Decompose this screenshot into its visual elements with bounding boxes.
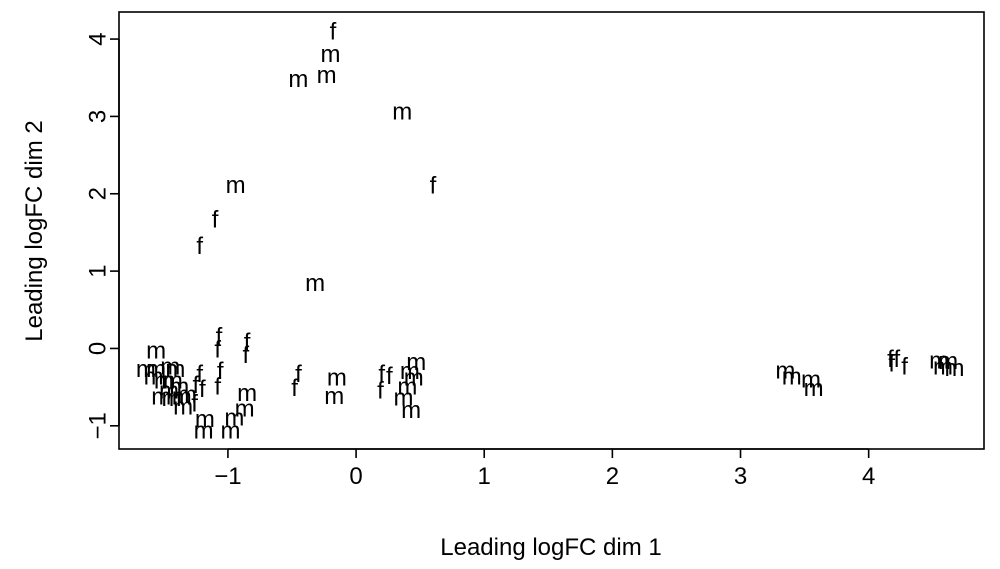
data-point-m: m [317,62,337,89]
y-tick-label: 3 [84,110,111,123]
data-point-m: m [400,358,420,385]
x-tick-label: 0 [349,463,362,490]
data-point-f: f [217,358,224,385]
data-point-m: m [401,397,421,424]
x-axis: −1 0 1 2 3 4 [214,448,875,490]
data-point-m: m [154,367,174,394]
data-point-m: m [801,367,821,394]
data-point-f: f [888,350,895,377]
y-tick-label: 2 [84,187,111,200]
x-tick-label: 3 [734,463,747,490]
data-point-m: m [159,377,179,404]
y-axis: −1 0 1 2 3 4 [84,32,120,439]
data-point-m: m [406,349,426,376]
y-axis-title: Leading logFC dim 2 [21,120,48,341]
data-point-m: m [172,384,192,411]
data-point-m: m [327,364,347,391]
data-point-m: m [305,270,325,297]
y-tick-label: 1 [84,264,111,277]
data-point-m: m [226,172,246,199]
data-point-f: f [887,346,894,373]
data-point-f: f [243,342,250,369]
data-point-m: m [136,356,156,383]
data-point-m: m [169,374,189,401]
data-point-f: f [214,374,221,401]
data-point-m: m [397,374,417,401]
y-tick-label: −1 [84,412,111,439]
data-point-m: m [938,348,958,375]
data-point-f: f [430,173,437,200]
data-point-m: m [933,354,953,381]
data-point-f: f [196,361,203,388]
data-point-m: m [195,406,215,433]
data-point-m: m [194,418,214,445]
data-point-m: m [146,337,166,364]
data-point-m: m [393,384,413,411]
data-point-f: f [244,329,251,356]
data-point-f: f [378,361,385,388]
data-point-m: m [237,380,257,407]
data-point-m: m [162,385,182,412]
data-point-f: f [330,19,337,46]
data-point-m: m [392,98,412,125]
data-point-f: f [295,361,302,388]
data-point-f: f [193,372,200,399]
x-tick-label: 4 [862,463,875,490]
data-point-f: f [196,233,203,260]
data-point-m: m [945,355,965,382]
data-point-f: f [386,363,393,390]
data-point-f: f [216,323,223,350]
y-tick-label: 4 [84,32,111,45]
data-point-m: m [929,347,949,374]
data-point-f: f [214,336,221,363]
x-tick-label: 2 [606,463,619,490]
data-point-m: m [151,384,171,411]
data-point-f: f [199,376,206,403]
data-point-m: m [160,354,180,381]
data-point-m: m [288,66,308,93]
data-point-m: m [782,364,802,391]
data-point-m: m [163,367,183,394]
data-point-m: m [804,375,824,402]
data-point-m: m [404,364,424,391]
data-point-f: f [212,207,219,234]
data-point-m: m [224,405,244,432]
data-point-f: f [901,354,908,381]
data-point-m: m [146,356,166,383]
data-point-m: m [235,395,255,422]
x-axis-title: Leading logFC dim 1 [440,534,661,561]
data-point-f: f [191,391,198,418]
data-point-f: f [377,377,384,404]
data-point-f: f [291,375,298,402]
data-point-m: m [165,356,185,383]
data-point-m: m [320,41,340,68]
data-point-m: m [144,364,164,391]
data-point-m: m [324,383,344,410]
data-point-m: m [177,381,197,408]
x-tick-label: −1 [214,463,241,490]
data-point-f: f [894,346,901,373]
x-tick-label: 1 [478,463,491,490]
y-tick-label: 0 [84,342,111,355]
data-point-m: m [173,394,193,421]
data-point-m: m [775,357,795,384]
data-point-m: m [220,418,240,445]
